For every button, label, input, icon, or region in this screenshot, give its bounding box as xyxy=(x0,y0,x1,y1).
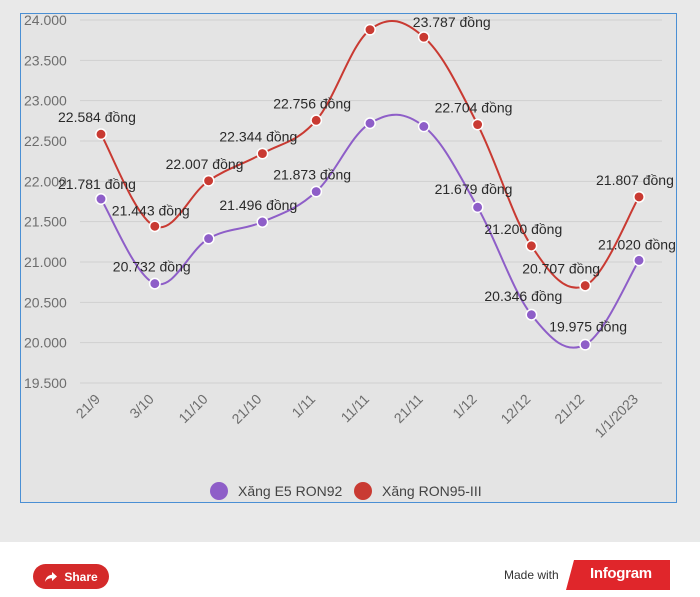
data-label: 21.443 đồng xyxy=(112,202,190,218)
legend: Xăng E5 RON92 Xăng RON95-III xyxy=(210,482,482,500)
x-tick-label: 21/12 xyxy=(551,391,587,427)
data-label: 21.807 đồng xyxy=(596,172,674,188)
x-tick-label: 1/11 xyxy=(288,391,318,421)
y-tick-label: 23.000 xyxy=(24,93,67,109)
series-points xyxy=(95,23,645,351)
data-point xyxy=(95,193,107,205)
data-label: 22.704 đồng xyxy=(435,100,513,116)
footer: Share Made with Infogram xyxy=(0,542,700,597)
data-label: 20.346 đồng xyxy=(484,288,562,304)
data-label: 21.781 đồng xyxy=(58,176,136,192)
infogram-logo[interactable] xyxy=(566,560,670,590)
data-label: 19.975 đồng xyxy=(549,319,627,335)
legend-item[interactable]: Xăng E5 RON92 xyxy=(210,482,342,500)
series-line xyxy=(100,20,640,289)
data-point xyxy=(364,117,376,130)
data-point xyxy=(579,279,592,292)
legend-swatch xyxy=(354,482,372,500)
x-tick-label: 3/10 xyxy=(126,391,157,422)
data-point xyxy=(95,128,107,141)
data-label: 20.707 đồng xyxy=(522,261,600,277)
data-label: 22.007 đồng xyxy=(166,156,244,172)
data-label: 22.344 đồng xyxy=(219,129,297,145)
y-tick-label: 22.500 xyxy=(24,133,67,149)
data-point xyxy=(202,174,215,187)
data-label: 22.584 đồng xyxy=(58,109,136,125)
y-tick-label: 19.500 xyxy=(24,375,67,391)
data-point xyxy=(417,31,430,44)
data-point xyxy=(633,254,645,267)
data-point xyxy=(148,220,161,233)
y-tick-label: 22.000 xyxy=(24,173,67,189)
x-tick-label: 11/10 xyxy=(175,391,211,427)
data-point xyxy=(633,190,645,203)
data-label: 21.873 đồng xyxy=(273,167,351,183)
data-point xyxy=(256,147,269,160)
chart-panel xyxy=(20,13,677,503)
x-tick-label: 21/9 xyxy=(73,391,104,422)
x-tick-label: 1/12 xyxy=(449,391,480,422)
y-tick-label: 20.500 xyxy=(24,294,67,310)
data-point xyxy=(202,232,215,245)
y-tick-label: 21.000 xyxy=(24,254,67,270)
data-label: 23.787 đồng xyxy=(413,14,491,30)
chart-frame: 24.000 23.500 23.000 22.500 22.000 21.500 21.0… xyxy=(0,0,700,542)
y-tick-label: 20.000 xyxy=(24,335,67,351)
line-chart: 24.000 23.500 23.000 22.500 22.000 21.500 21.0… xyxy=(24,12,676,500)
data-label: 20.732 đồng xyxy=(113,259,191,275)
x-tick-label: 12/12 xyxy=(497,391,533,427)
data-label: 21.020 đồng xyxy=(598,236,676,252)
data-point xyxy=(310,185,323,198)
data-label: 21.496 đồng xyxy=(219,197,297,213)
infogram-brand[interactable]: Infogram xyxy=(590,565,652,582)
y-axis-ticks: 24.000 23.500 23.000 22.500 22.000 21.500 21.0… xyxy=(24,12,67,391)
share-button[interactable]: Share xyxy=(33,564,109,589)
data-label: 21.679 đồng xyxy=(435,181,513,197)
data-point xyxy=(364,23,376,36)
data-point xyxy=(525,308,538,321)
legend-swatch xyxy=(210,482,228,500)
x-tick-label: 11/11 xyxy=(337,391,372,426)
x-tick-label: 1/1/2023 xyxy=(591,391,641,441)
y-tick-label: 24.000 xyxy=(24,12,67,28)
share-icon xyxy=(45,571,58,582)
data-label: 21.200 đồng xyxy=(484,221,562,237)
y-tick-label: 21.500 xyxy=(24,214,67,230)
data-point xyxy=(256,216,269,228)
data-point xyxy=(471,118,484,131)
data-point xyxy=(417,120,430,133)
y-tick-label: 23.500 xyxy=(24,52,67,68)
x-tick-label: 21/11 xyxy=(391,391,427,427)
share-label: Share xyxy=(64,569,98,584)
made-with-text: Made with xyxy=(504,568,559,582)
x-axis-ticks: 21/9 3/10 11/10 21/10 1/11 11/11 21/11 1/12 12/1… xyxy=(73,391,642,441)
data-point xyxy=(310,114,323,127)
x-tick-label: 21/10 xyxy=(228,391,264,427)
data-point xyxy=(471,201,484,214)
grid-lines xyxy=(80,19,662,384)
legend-label: Xăng E5 RON92 xyxy=(238,483,342,499)
data-labels: 21.781 đồng 20.732 đồng 21.496 đồng 21.873 … xyxy=(58,14,676,335)
legend-item[interactable]: Xăng RON95-III xyxy=(354,482,482,500)
data-point xyxy=(148,277,161,290)
data-label: 22.756 đồng xyxy=(273,95,351,111)
data-point xyxy=(525,239,538,252)
data-point xyxy=(579,338,592,351)
legend-label: Xăng RON95-III xyxy=(382,483,482,499)
